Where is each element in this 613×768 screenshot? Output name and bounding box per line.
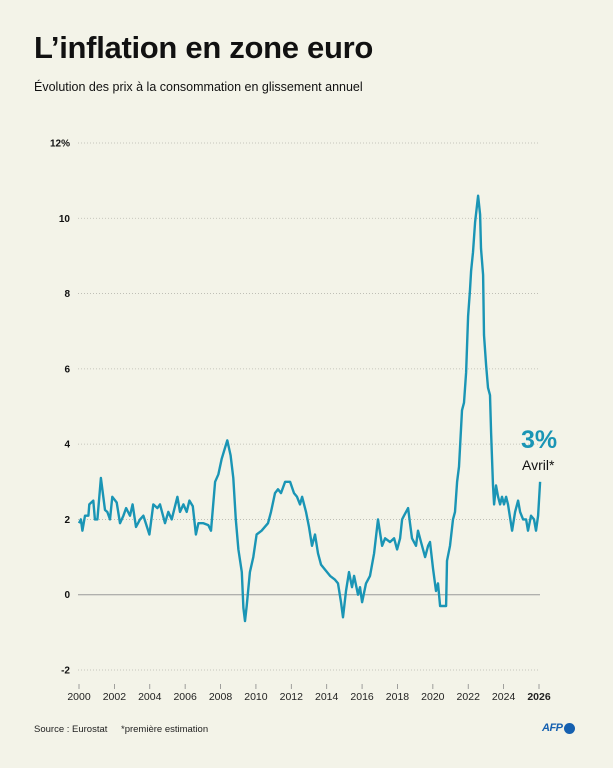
x-tick-label: 2020	[421, 691, 445, 703]
x-tick-label: 2014	[315, 691, 339, 703]
y-tick-label: 0	[64, 590, 70, 601]
y-tick-label: 4	[64, 440, 70, 451]
afp-logo-text: AFP	[542, 722, 563, 734]
y-tick-label: 6	[64, 364, 70, 375]
y-tick-label: 10	[59, 214, 71, 225]
x-tick-label: 2008	[209, 691, 233, 703]
x-tick-label: 2006	[173, 691, 197, 703]
chart-title: L’inflation en zone euro	[34, 30, 373, 65]
chart-subtitle: Évolution des prix à la consommation en …	[34, 80, 363, 94]
x-tick-label: 2012	[280, 691, 304, 703]
x-tick-label: 2024	[492, 691, 516, 703]
x-tick-label: 2002	[103, 691, 127, 703]
footnote: *première estimation	[121, 724, 209, 735]
x-tick-label: 2000	[67, 691, 91, 703]
afp-logo: AFP	[542, 722, 575, 734]
afp-logo-dot-icon	[563, 722, 575, 734]
x-tick-label: 2022	[457, 691, 481, 703]
x-tick-label: 2026	[527, 691, 551, 703]
latest-value-annotation: 3%	[521, 426, 558, 454]
latest-month-label: Avril*	[522, 457, 555, 473]
source-note: Source : Eurostat	[34, 724, 108, 735]
y-tick-label: 12%	[50, 139, 70, 150]
x-tick-label: 2016	[350, 691, 374, 703]
y-tick-label: -2	[61, 666, 70, 677]
y-tick-label: 8	[64, 289, 70, 300]
x-tick-label: 2004	[138, 691, 162, 703]
x-tick-label: 2010	[244, 691, 268, 703]
y-tick-label: 2	[64, 515, 70, 526]
x-tick-label: 2018	[386, 691, 410, 703]
inflation-series-line	[77, 194, 542, 623]
